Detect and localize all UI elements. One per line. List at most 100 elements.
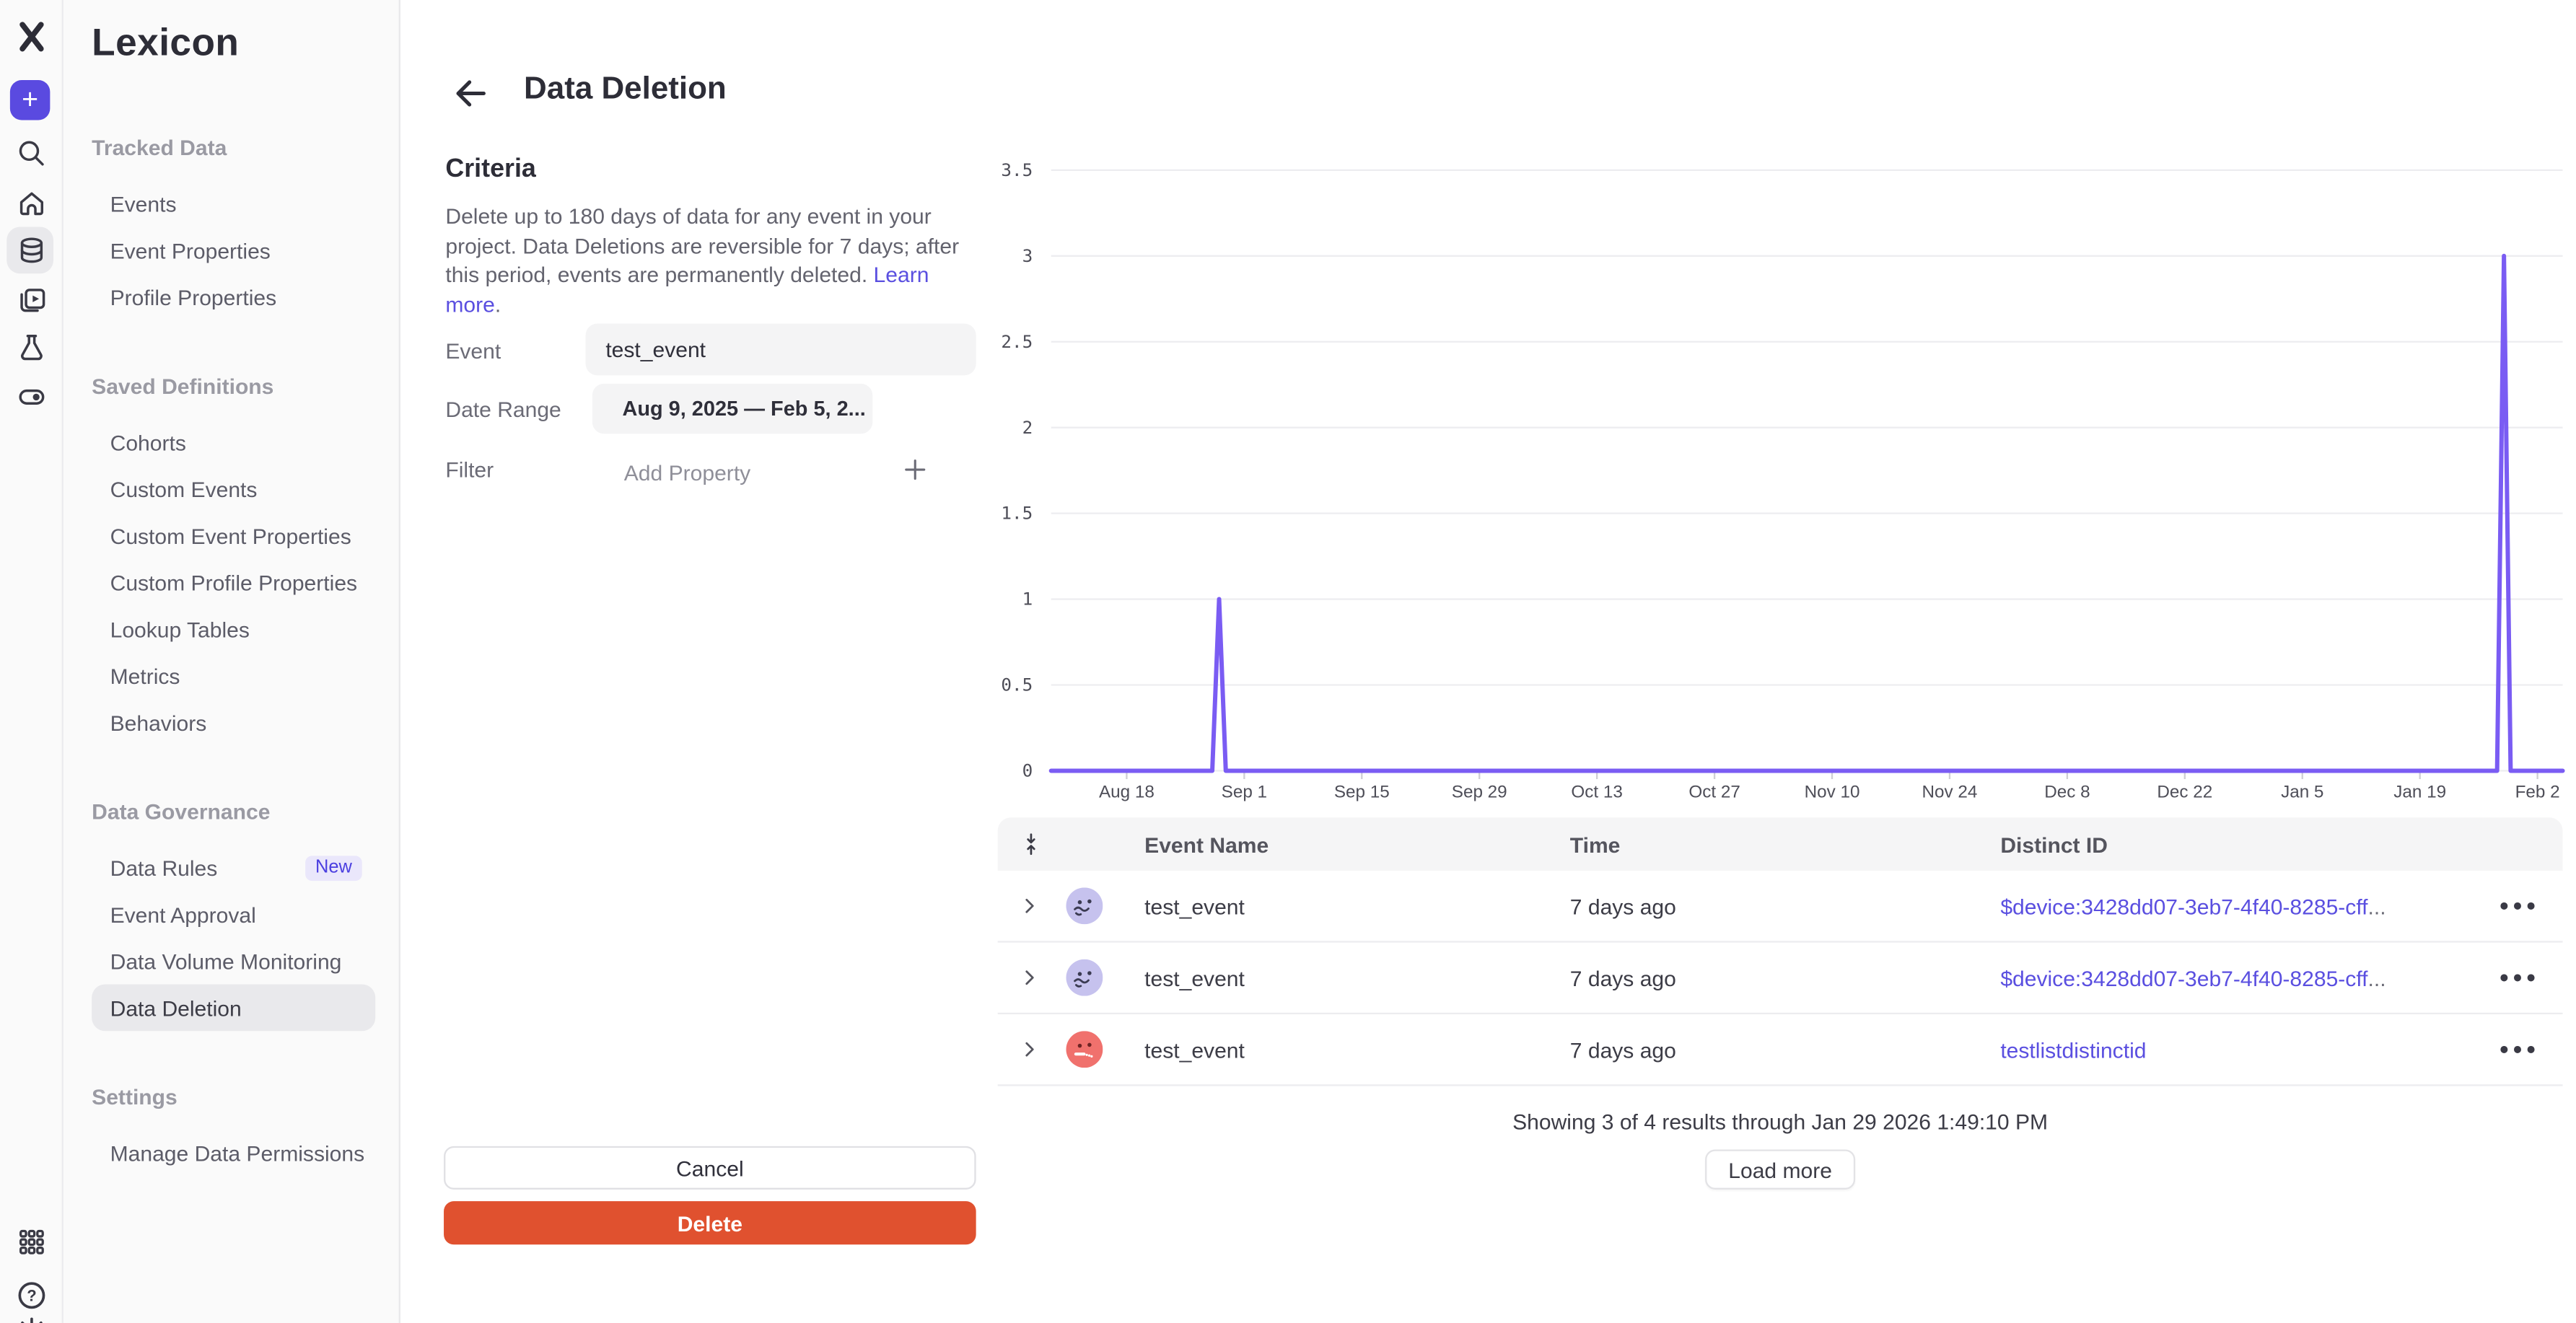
section-tracked-data: Tracked Data Events Event Properties Pro… bbox=[92, 130, 375, 320]
database-icon[interactable] bbox=[16, 235, 46, 265]
distinct-id-link[interactable]: $device:3428dd07-3eb7-4f40-8285-cff bbox=[2000, 893, 2368, 919]
sidebar-item-profile-properties[interactable]: Profile Properties bbox=[110, 284, 277, 310]
sidebar-item-data-deletion[interactable]: Data Deletion bbox=[92, 984, 376, 1032]
user-avatar[interactable] bbox=[1066, 959, 1103, 996]
svg-text:Sep 29: Sep 29 bbox=[1452, 782, 1507, 801]
delete-button[interactable]: Delete bbox=[444, 1201, 976, 1245]
apps-grid-icon[interactable] bbox=[17, 1228, 45, 1256]
row-actions-menu-icon[interactable]: ●●● bbox=[2499, 897, 2540, 915]
expand-row-chevron-icon[interactable] bbox=[1020, 967, 1040, 988]
svg-text:2.5: 2.5 bbox=[1001, 331, 1033, 352]
sidebar-item-data-volume-monitoring[interactable]: Data Volume Monitoring bbox=[110, 948, 342, 974]
user-avatar[interactable] bbox=[1066, 887, 1103, 925]
toggle-icon[interactable] bbox=[16, 382, 46, 413]
svg-text:Dec 22: Dec 22 bbox=[2157, 782, 2212, 801]
sidebar-item-cohorts[interactable]: Cohorts bbox=[110, 429, 186, 455]
cell-time: 7 days ago bbox=[1569, 893, 1676, 919]
cell-time: 7 days ago bbox=[1569, 1037, 1676, 1063]
cell-distinct-id: $device:3428dd07-3eb7-4f40-8285-cff... bbox=[2000, 964, 2386, 990]
cell-event-name: test_event bbox=[1144, 964, 1245, 990]
svg-text:1: 1 bbox=[1022, 589, 1033, 610]
user-avatar[interactable] bbox=[1066, 1031, 1103, 1068]
sort-icon[interactable] bbox=[1020, 832, 1043, 856]
section-data-governance: Data Governance Data Rules New Event App… bbox=[92, 794, 376, 1032]
svg-text:Aug 18: Aug 18 bbox=[1099, 782, 1155, 801]
col-header-distinct-id[interactable]: Distinct ID bbox=[2000, 831, 2108, 857]
back-arrow-button[interactable] bbox=[452, 75, 489, 112]
date-range-picker[interactable]: Aug 9, 2025 — Feb 5, 2... bbox=[592, 383, 873, 434]
row-actions-menu-icon[interactable]: ●●● bbox=[2499, 968, 2540, 987]
sidebar-item-lookup-tables[interactable]: Lookup Tables bbox=[110, 616, 250, 642]
expand-row-chevron-icon[interactable] bbox=[1020, 1040, 1040, 1060]
cancel-button[interactable]: Cancel bbox=[444, 1146, 976, 1190]
sidebar-item-data-rules[interactable]: Data Rules New bbox=[92, 844, 375, 891]
create-new-button[interactable]: + bbox=[9, 80, 51, 120]
lexicon-active-pill bbox=[6, 227, 53, 274]
settings-gear-icon[interactable] bbox=[15, 1317, 47, 1323]
distinct-id-link[interactable]: $device:3428dd07-3eb7-4f40-8285-cff bbox=[2000, 964, 2368, 990]
date-range-value: Aug 9, 2025 — Feb 5, 2... bbox=[622, 397, 866, 421]
learn-more-link[interactable]: Learn more bbox=[445, 262, 929, 317]
section-title: Tracked Data bbox=[92, 134, 227, 159]
app-title: Lexicon bbox=[92, 19, 240, 63]
event-select[interactable]: test_event bbox=[585, 323, 976, 376]
svg-text:Nov 24: Nov 24 bbox=[1922, 782, 1978, 801]
svg-text:2: 2 bbox=[1022, 417, 1033, 438]
section-title: Settings bbox=[92, 1084, 178, 1109]
col-header-event-name[interactable]: Event Name bbox=[1144, 831, 1269, 857]
event-volume-line-chart: 0 0.5 1 1.5 2 2.5 3 3.5 Aug 18 Sep 1 Sep 15 Sep 29 O… bbox=[1001, 159, 2565, 801]
distinct-id-link[interactable]: testlistdistinctid bbox=[2000, 1037, 2147, 1063]
svg-text:Jan 5: Jan 5 bbox=[2281, 782, 2323, 801]
table-row[interactable]: test_event 7 days ago $device:3428dd07-3… bbox=[997, 871, 2563, 943]
svg-text:?: ? bbox=[26, 1287, 35, 1305]
cell-distinct-id: testlistdistinctid bbox=[2000, 1014, 2146, 1084]
results-summary: Showing 3 of 4 results through Jan 29 20… bbox=[1512, 1109, 2049, 1135]
svg-text:Sep 1: Sep 1 bbox=[1222, 782, 1267, 801]
lexicon-sidebar: Lexicon Tracked Data Events Event Proper… bbox=[63, 0, 400, 1323]
flask-icon[interactable] bbox=[16, 332, 46, 362]
sidebar-item-custom-events[interactable]: Custom Events bbox=[110, 476, 258, 501]
sidebar-item-metrics[interactable]: Metrics bbox=[110, 663, 180, 688]
expand-row-chevron-icon[interactable] bbox=[1020, 896, 1040, 916]
load-more-button[interactable]: Load more bbox=[1704, 1149, 1856, 1190]
boards-icon[interactable] bbox=[16, 285, 46, 315]
mixpanel-logo-icon[interactable] bbox=[14, 20, 48, 53]
date-range-field-label: Date Range bbox=[445, 397, 561, 423]
sidebar-item-custom-profile-properties[interactable]: Custom Profile Properties bbox=[110, 569, 358, 595]
col-header-time[interactable]: Time bbox=[1569, 831, 1621, 857]
search-icon[interactable] bbox=[16, 139, 46, 169]
events-table: Event Name Time Distinct ID test_event 7… bbox=[997, 817, 2563, 1190]
svg-text:Oct 27: Oct 27 bbox=[1688, 782, 1740, 801]
svg-text:Oct 13: Oct 13 bbox=[1571, 782, 1622, 801]
criteria-heading: Criteria bbox=[445, 155, 536, 184]
help-icon[interactable]: ? bbox=[15, 1280, 47, 1311]
cell-distinct-id: $device:3428dd07-3eb7-4f40-8285-cff... bbox=[2000, 893, 2386, 919]
icon-rail: + bbox=[0, 0, 63, 1323]
cell-event-name: test_event bbox=[1144, 893, 1245, 919]
new-badge: New bbox=[305, 855, 362, 880]
svg-text:Jan 19: Jan 19 bbox=[2393, 782, 2446, 801]
sidebar-item-event-approval[interactable]: Event Approval bbox=[110, 902, 256, 927]
page-title: Data Deletion bbox=[524, 71, 727, 107]
home-icon[interactable] bbox=[16, 188, 46, 219]
sidebar-item-events[interactable]: Events bbox=[110, 190, 177, 216]
sidebar-item-custom-event-properties[interactable]: Custom Event Properties bbox=[110, 523, 351, 548]
add-property-plus-icon[interactable] bbox=[903, 457, 928, 483]
row-actions-menu-icon[interactable]: ●●● bbox=[2499, 1040, 2540, 1059]
table-header: Event Name Time Distinct ID bbox=[997, 817, 2563, 871]
sidebar-item-behaviors[interactable]: Behaviors bbox=[110, 710, 207, 735]
section-title: Data Governance bbox=[92, 798, 271, 824]
section-settings: Settings Manage Data Permissions bbox=[92, 1079, 375, 1176]
svg-text:0.5: 0.5 bbox=[1001, 674, 1033, 695]
add-property-button[interactable]: Add Property bbox=[623, 460, 751, 485]
event-field-label: Event bbox=[445, 338, 501, 364]
svg-text:1.5: 1.5 bbox=[1001, 503, 1033, 524]
table-row[interactable]: test_event 7 days ago testlistdistinctid… bbox=[997, 1014, 2563, 1086]
sidebar-item-event-properties[interactable]: Event Properties bbox=[110, 237, 271, 263]
section-saved-definitions: Saved Definitions Cohorts Custom Events … bbox=[92, 369, 375, 746]
table-row[interactable]: test_event 7 days ago $device:3428dd07-3… bbox=[997, 942, 2563, 1015]
cell-time: 7 days ago bbox=[1569, 964, 1676, 990]
sidebar-item-manage-data-permissions[interactable]: Manage Data Permissions bbox=[92, 1130, 375, 1177]
svg-text:3.5: 3.5 bbox=[1001, 159, 1033, 180]
